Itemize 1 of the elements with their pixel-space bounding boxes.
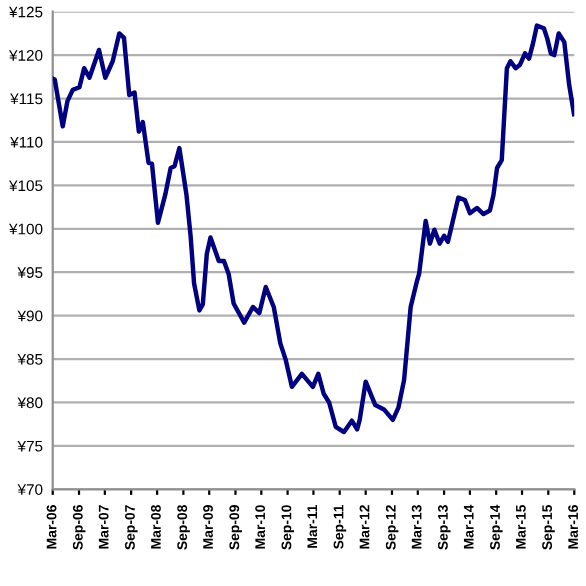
line-series xyxy=(52,23,575,435)
